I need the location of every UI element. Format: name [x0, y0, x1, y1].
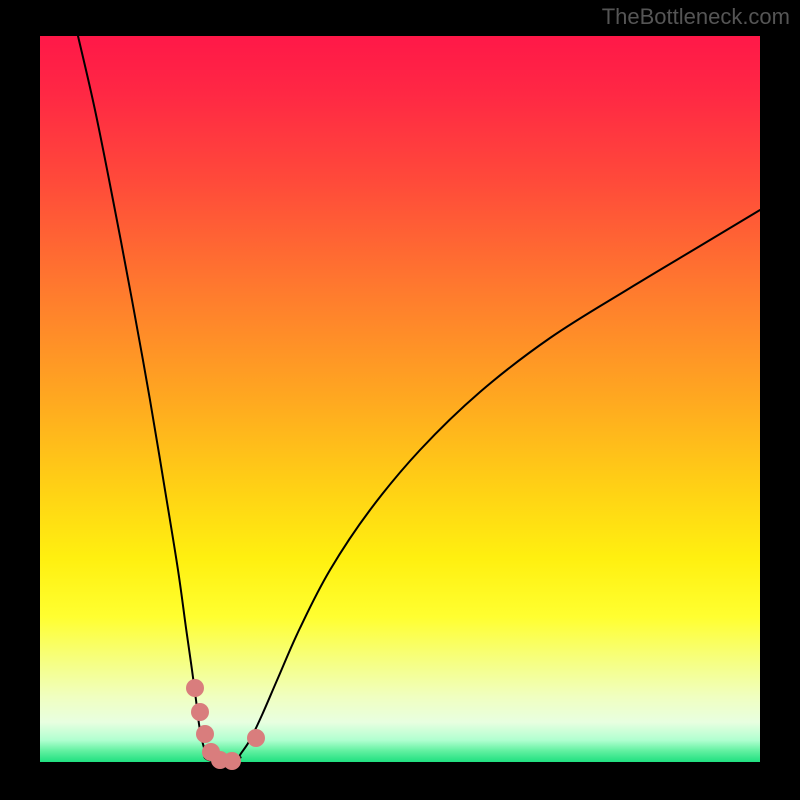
bottleneck-chart	[0, 0, 800, 800]
data-marker	[186, 679, 204, 697]
plot-background	[40, 36, 760, 762]
data-marker	[223, 752, 241, 770]
watermark-text: TheBottleneck.com	[602, 4, 790, 30]
data-marker	[247, 729, 265, 747]
data-marker	[196, 725, 214, 743]
data-marker	[191, 703, 209, 721]
